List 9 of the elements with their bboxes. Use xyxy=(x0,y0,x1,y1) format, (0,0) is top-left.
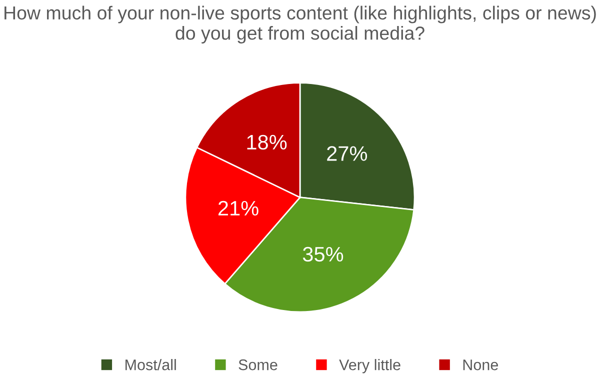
legend-label: Some xyxy=(238,359,278,370)
data-label: 35% xyxy=(302,246,344,262)
legend-label: None xyxy=(463,360,498,370)
legend-label: Most/all xyxy=(126,359,176,370)
data-label: 27% xyxy=(327,146,368,161)
data-label: 18% xyxy=(247,134,287,150)
data-label: 21% xyxy=(218,200,258,216)
legend-label: Very little xyxy=(339,359,400,374)
chart-title: How much of your non-live sports content (like highlights, clips or news) do you get from social media? xyxy=(4,6,596,44)
